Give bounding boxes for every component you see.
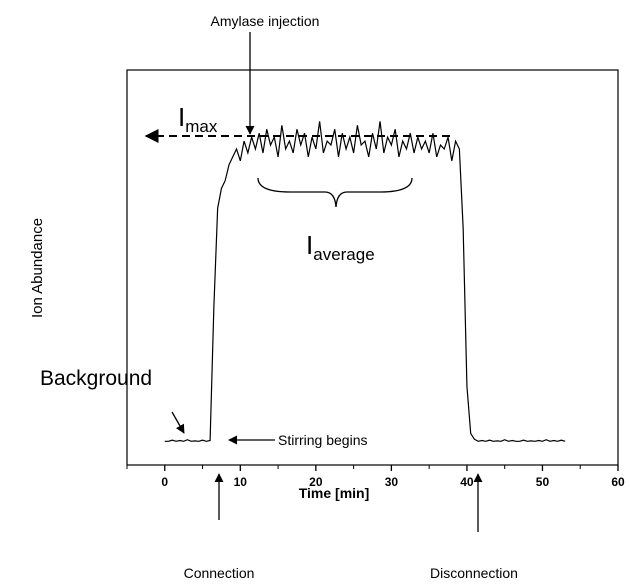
annotation: Disconnection xyxy=(430,565,518,581)
arrow xyxy=(171,411,185,434)
x-tick-label: 50 xyxy=(536,475,550,489)
y-axis-label: Ion Abundance xyxy=(29,218,46,318)
brace xyxy=(257,177,413,208)
imax-main: I xyxy=(178,102,185,132)
iaverage-label: Iaverage xyxy=(306,230,375,264)
imax-label: Imax xyxy=(178,102,218,136)
iaverage-sub: average xyxy=(313,245,374,264)
plot-frame xyxy=(126,69,619,466)
annotation: Amylase injection xyxy=(211,13,320,29)
x-axis-label: Time [min] xyxy=(299,485,370,501)
x-tick-label: 30 xyxy=(385,475,399,489)
annotation: Background xyxy=(40,367,152,390)
iaverage-main: I xyxy=(306,230,313,260)
x-tick-label: 60 xyxy=(611,475,625,489)
x-tick-label: 40 xyxy=(460,475,474,489)
x-tick-label: 0 xyxy=(161,475,168,489)
data-line xyxy=(164,121,566,442)
annotation: Connection xyxy=(184,565,255,581)
x-tick-label: 20 xyxy=(309,475,323,489)
x-tick-label: 10 xyxy=(234,475,248,489)
annotation: Stirring begins xyxy=(278,432,368,448)
imax-sub: max xyxy=(185,117,218,136)
